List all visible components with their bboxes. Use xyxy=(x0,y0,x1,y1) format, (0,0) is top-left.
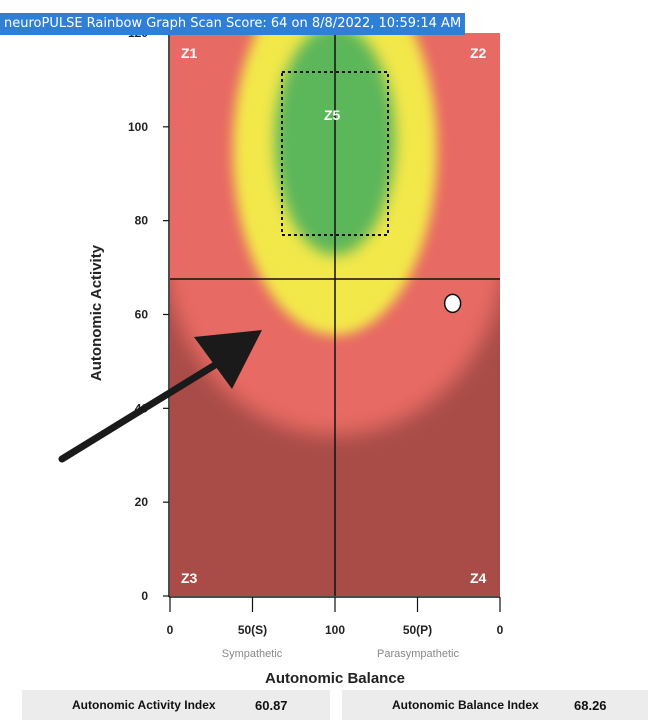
y-ticks: 020406080100120 xyxy=(128,26,169,603)
activity-index-label: Autonomic Activity Index xyxy=(72,698,216,712)
data-point xyxy=(443,293,462,314)
chart-title: neuroPULSE Rainbow Graph Scan Score: 64 … xyxy=(0,13,466,35)
zone-label-z4: Z4 xyxy=(470,570,487,586)
y-tick-label: 60 xyxy=(135,308,149,322)
x-ticks: 0 50(S) 100 50(P) 0 xyxy=(167,597,504,637)
arrow-shaft xyxy=(58,353,232,463)
zone-label-z3: Z3 xyxy=(181,570,198,586)
x-tick-label: 0 xyxy=(497,623,504,637)
x-caption-right: Parasympathetic xyxy=(377,648,459,660)
y-tick-label: 80 xyxy=(135,214,149,228)
x-tick-label: 50(S) xyxy=(238,623,267,637)
plot-area: Z1 Z2 Z3 Z4 Z5 xyxy=(170,33,500,596)
y-axis-title: Autonomic Activity xyxy=(88,244,105,381)
balance-index-value: 68.26 xyxy=(574,697,607,713)
data-points xyxy=(443,293,462,314)
zone-label-z5: Z5 xyxy=(324,107,341,123)
y-tick-label: 100 xyxy=(128,120,148,134)
balance-index-label: Autonomic Balance Index xyxy=(392,698,539,712)
x-caption-left: Sympathetic xyxy=(222,648,283,660)
arrow-head xyxy=(194,330,262,389)
x-tick-label: 0 xyxy=(167,623,174,637)
balance-index-box: Autonomic Balance Index 68.26 xyxy=(342,690,648,720)
z5-target-box xyxy=(281,71,389,236)
activity-index-box: Autonomic Activity Index 60.87 xyxy=(22,690,330,720)
x-tick-label: 100 xyxy=(325,623,345,637)
x-axis-title: Autonomic Balance xyxy=(265,670,405,687)
y-tick-label: 0 xyxy=(141,589,148,603)
x-tick-label: 50(P) xyxy=(403,623,432,637)
y-tick-label: 20 xyxy=(135,495,149,509)
pointer-arrow xyxy=(58,330,262,463)
zone-label-z1: Z1 xyxy=(181,45,198,61)
zone-label-z2: Z2 xyxy=(470,45,487,61)
activity-index-value: 60.87 xyxy=(255,697,288,713)
